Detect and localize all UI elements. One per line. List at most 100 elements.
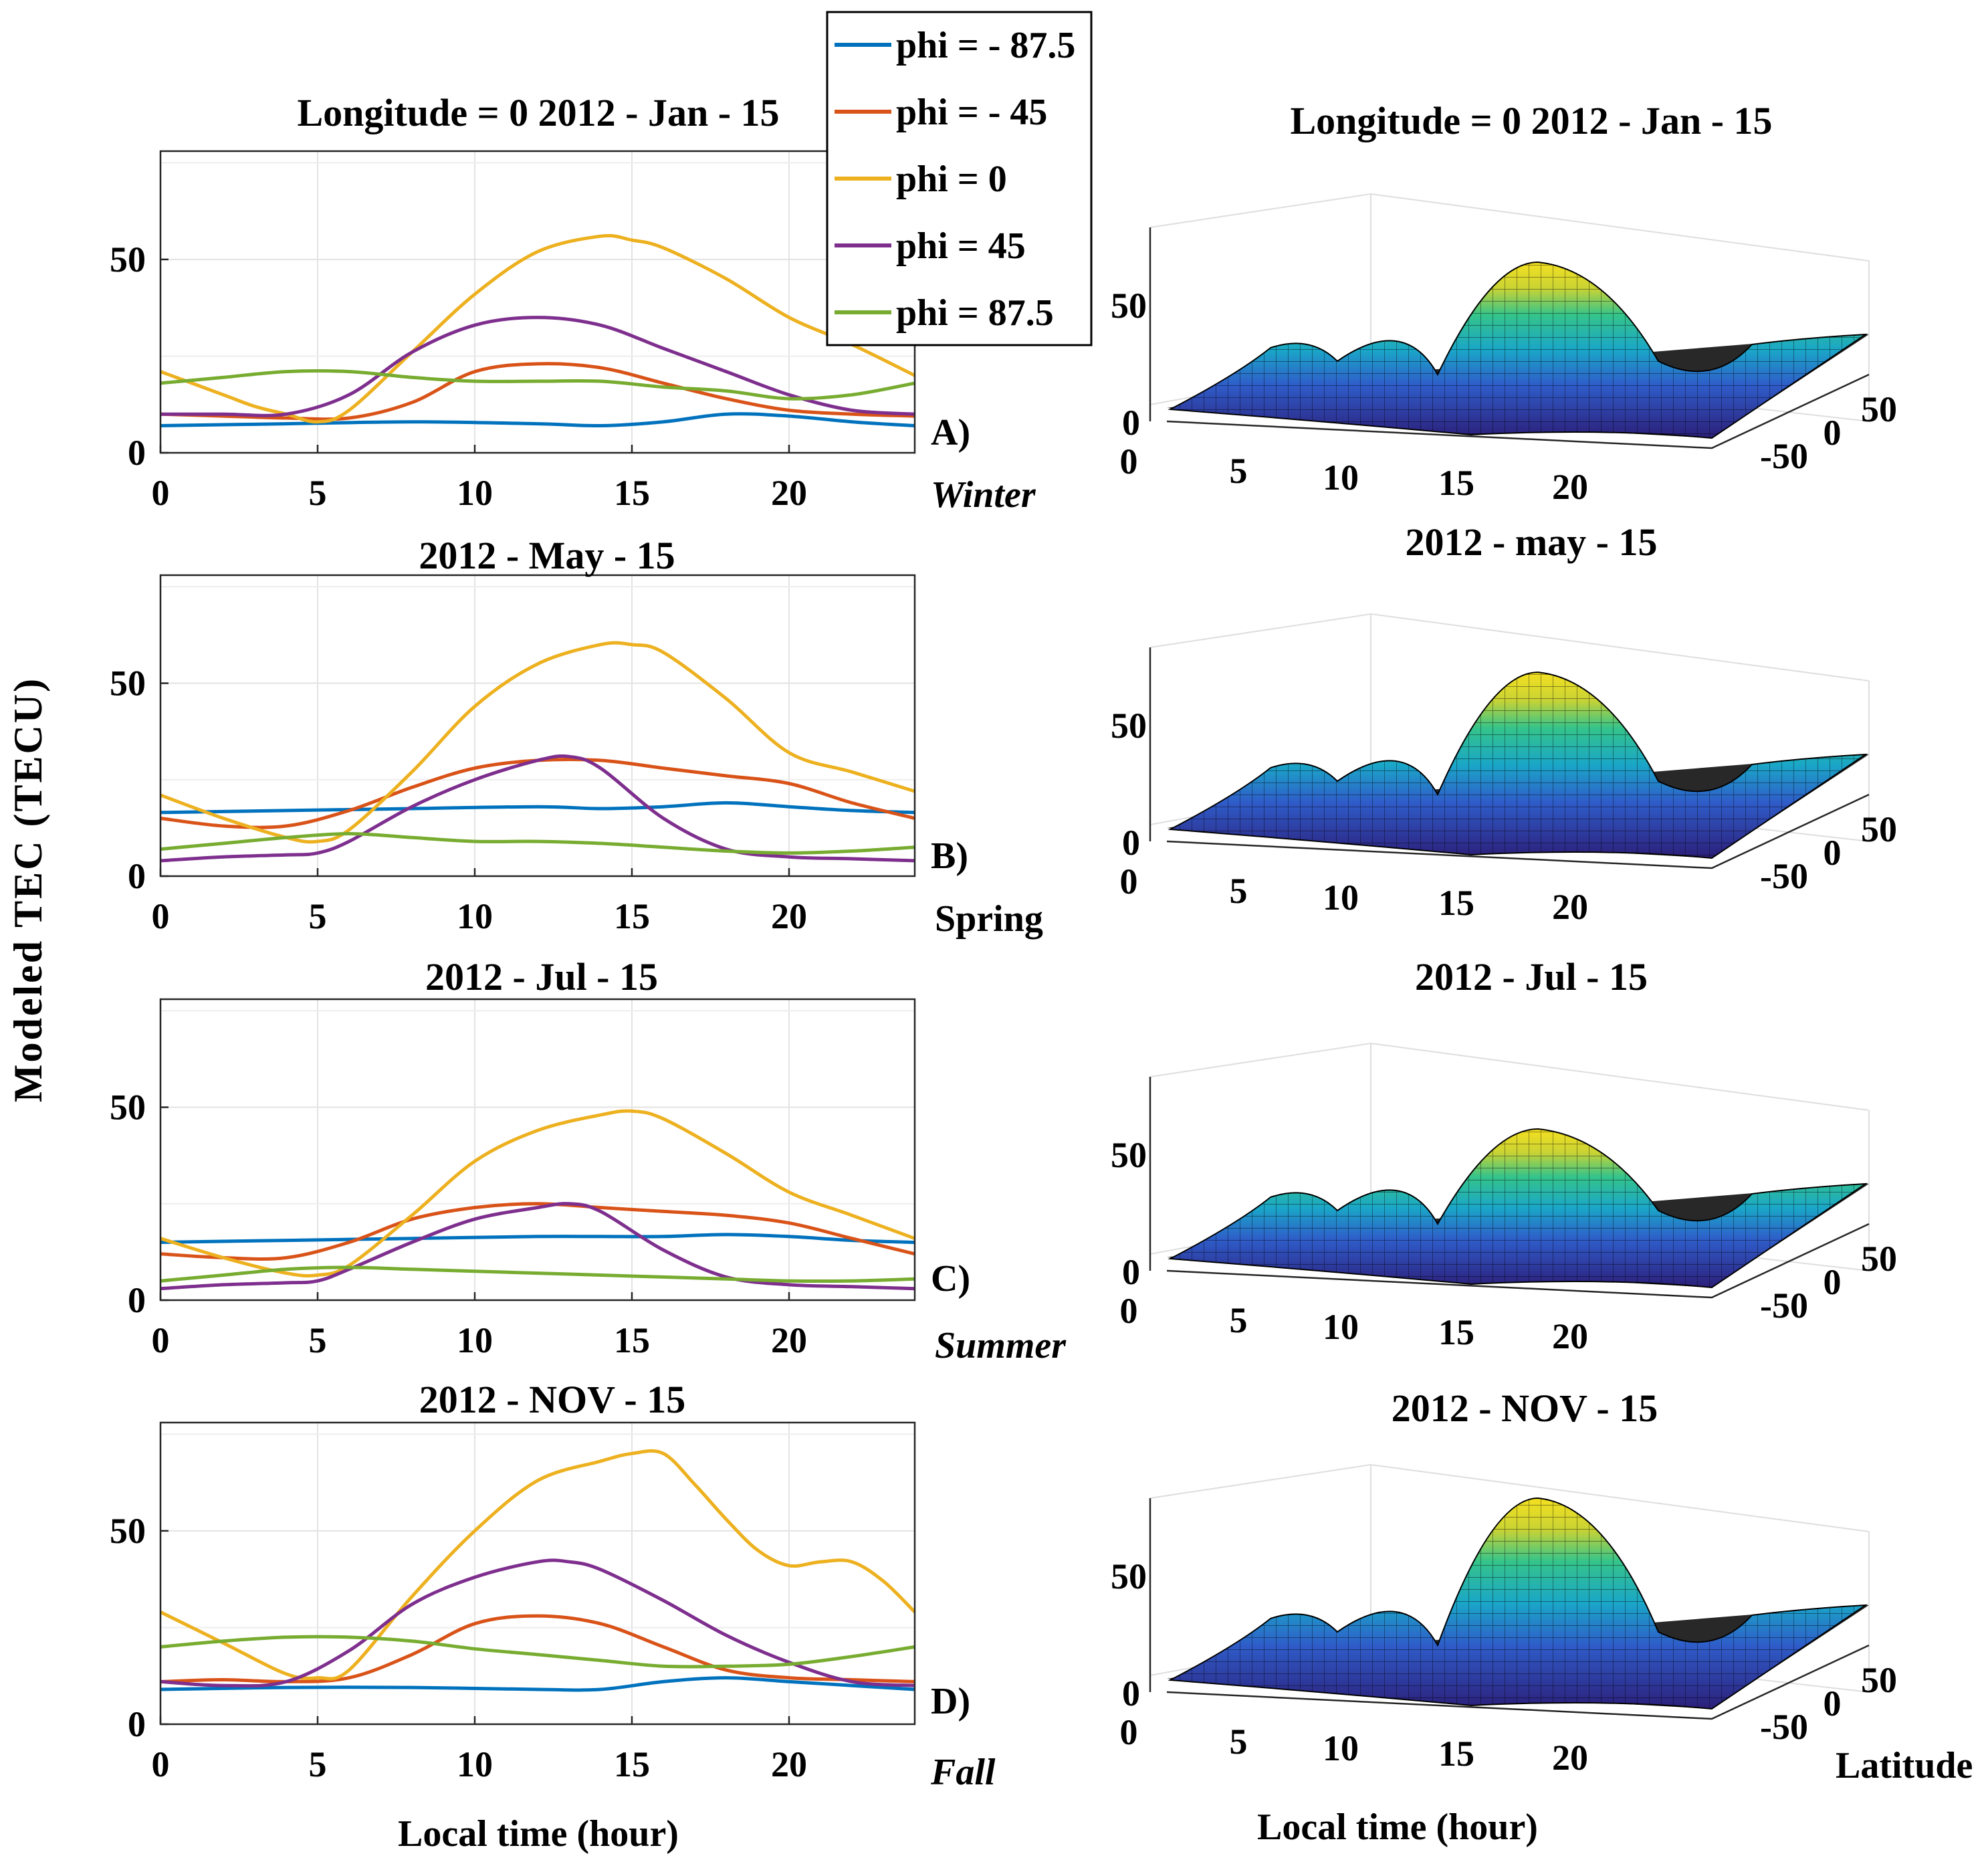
surface-axis	[1166, 373, 1870, 449]
line-panel: 0 5 10 15 20 0 50 Longitude = 0 2012 - Jan - 15…	[110, 91, 1036, 516]
surface-grid	[1170, 672, 1866, 858]
surface-grid	[1170, 262, 1866, 438]
surface-x-tick: 20	[1552, 1738, 1588, 1778]
x-tick-label: 10	[457, 1744, 493, 1784]
x-tick-label: 5	[309, 1744, 327, 1784]
series-line	[159, 1449, 916, 1681]
x-tick-label: 0	[152, 1320, 170, 1360]
panel-title: 2012 - May - 15	[419, 534, 675, 577]
series-line	[160, 316, 915, 417]
y-tick-label: 50	[110, 663, 146, 704]
series-line	[160, 1202, 915, 1291]
surface-y-tick: 0	[1824, 413, 1842, 453]
x-tick-label: 5	[309, 896, 327, 936]
panel-title: Longitude = 0 2012 - Jan - 15	[297, 91, 779, 134]
surface-x-tick: 15	[1438, 883, 1474, 923]
surface-x-tick: 20	[1552, 887, 1588, 927]
x-tick-label: 15	[614, 1744, 650, 1784]
y-tick-label: 50	[110, 239, 146, 280]
surface-x-tick: 15	[1438, 1734, 1474, 1774]
series-line	[160, 1676, 915, 1692]
x-tick-label: 5	[309, 1320, 327, 1360]
series-line	[160, 1558, 915, 1688]
surface-axis	[1166, 793, 1870, 869]
surface-title: 2012 - NOV - 15	[1392, 1386, 1658, 1430]
surface-z-tick: 0	[1122, 1673, 1140, 1714]
x-axis-label-left: Local time (hour)	[398, 1813, 679, 1855]
surface-z-tick: 50	[1111, 286, 1147, 326]
surface-x-tick: 0	[1120, 861, 1138, 902]
panel-label: C)	[931, 1258, 970, 1300]
x-tick-label: 20	[771, 1320, 807, 1360]
plot-area	[160, 575, 915, 876]
surface-y-tick: -50	[1760, 1285, 1808, 1326]
season-label: Summer	[935, 1325, 1067, 1366]
x-axis-label-right: Local time (hour)	[1257, 1806, 1538, 1848]
y-tick-label: 0	[128, 856, 146, 896]
x-tick-label: 10	[457, 473, 493, 513]
surface-x-tick: 0	[1120, 1291, 1138, 1331]
legend-entry: phi = 45	[896, 225, 1026, 267]
surface-x-tick: 0	[1120, 1712, 1138, 1752]
surface-x-tick: 10	[1323, 877, 1359, 918]
series-line	[160, 641, 915, 844]
series-line	[160, 1635, 915, 1669]
series-line	[160, 1109, 915, 1278]
x-tick-label: 15	[614, 473, 650, 513]
panel-title: 2012 - NOV - 15	[419, 1378, 685, 1421]
legend-entry: phi = - 87.5	[896, 25, 1075, 66]
panel-label: D)	[931, 1681, 970, 1722]
surface-x-tick: 10	[1323, 1307, 1359, 1347]
panel-label: A)	[931, 412, 970, 453]
panel-label: B)	[931, 835, 968, 877]
surface-x-tick: 10	[1323, 457, 1359, 498]
y-tick-label: 0	[128, 1704, 146, 1744]
surface-axis	[1166, 1644, 1870, 1720]
surface-x-tick: 5	[1230, 1300, 1248, 1340]
surface-y-tick: 50	[1861, 389, 1897, 429]
y-tick-label: 50	[110, 1511, 146, 1551]
surface-y-tick: 50	[1861, 1660, 1897, 1700]
line-panel: 0 5 10 15 20 0 50 2012 - Jul - 15 C) Summer	[110, 955, 1067, 1366]
line-panel: 0 5 10 15 20 0 50 2012 - NOV - 15 D) Fall	[110, 1378, 996, 1793]
x-tick-label: 10	[457, 896, 493, 936]
legend: phi = - 87.5 phi = - 45 phi = 0 phi = 45 phi…	[826, 11, 1093, 346]
series-line	[160, 362, 915, 421]
surface-y-tick: -50	[1760, 856, 1808, 896]
surface-z-tick: 0	[1122, 403, 1140, 443]
plot-area	[160, 151, 915, 453]
surface-title: 2012 - may - 15	[1406, 520, 1658, 564]
line-panel: 0 5 10 15 20 0 50 2012 - May - 15 B) Spring	[110, 534, 1043, 940]
x-tick-label: 15	[614, 896, 650, 936]
series-line	[160, 1233, 915, 1244]
latitude-axis-label: Latitude	[1836, 1745, 1973, 1786]
x-tick-label: 20	[771, 473, 807, 513]
surface-x-tick: 5	[1230, 451, 1248, 491]
surface-x-tick: 20	[1552, 467, 1588, 507]
series-line	[160, 1202, 915, 1261]
season-label: Winter	[931, 474, 1036, 516]
x-tick-label: 0	[152, 896, 170, 936]
legend-entry: phi = - 45	[896, 92, 1047, 133]
surface-title: 2012 - Jul - 15	[1415, 955, 1648, 999]
x-tick-label: 10	[457, 1320, 493, 1360]
x-tick-label: 5	[309, 473, 327, 513]
surface-y-tick: 50	[1861, 1239, 1897, 1279]
surface-y-tick: -50	[1760, 436, 1808, 476]
surface-z-tick: 50	[1111, 1556, 1147, 1596]
surface-y-tick: -50	[1760, 1707, 1808, 1747]
axes-frame	[159, 574, 916, 877]
surface-z-tick: 50	[1111, 1135, 1147, 1175]
surface-y-tick: 0	[1824, 1262, 1842, 1302]
surface-x-tick: 10	[1323, 1728, 1359, 1768]
panel-title: 2012 - Jul - 15	[425, 955, 658, 999]
surface-y-tick: 0	[1824, 833, 1842, 873]
x-tick-label: 20	[771, 896, 807, 936]
